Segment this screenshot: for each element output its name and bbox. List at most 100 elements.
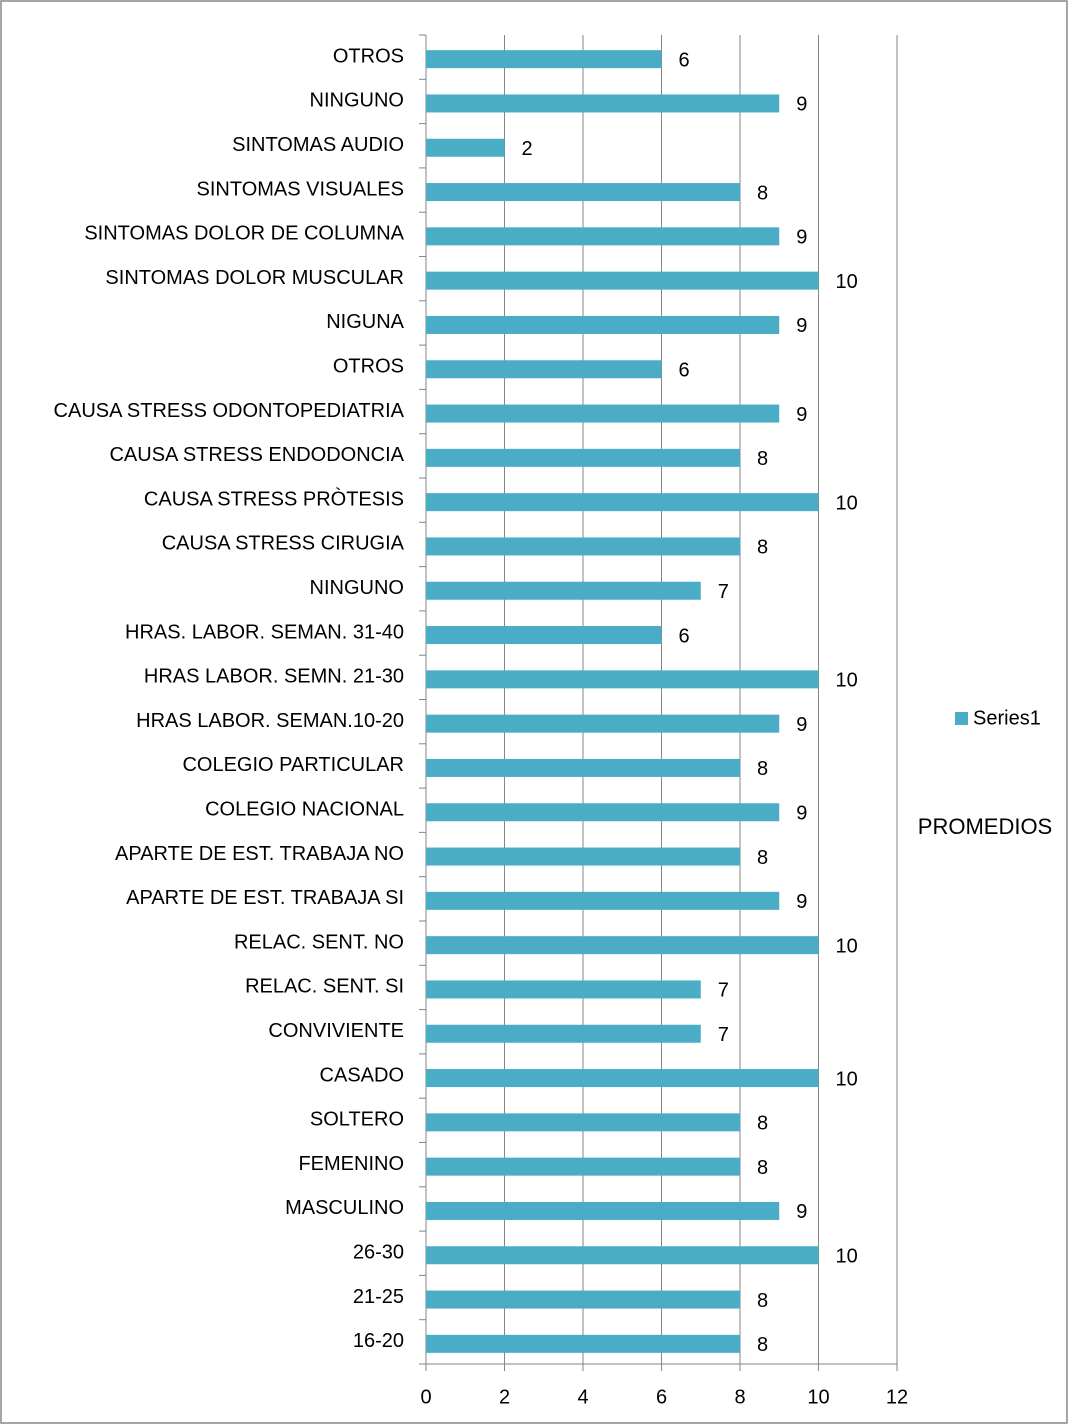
bar — [426, 581, 701, 600]
y-tick-label: 26-30 — [353, 1242, 404, 1264]
data-label: 10 — [836, 1068, 858, 1090]
data-label: 8 — [757, 182, 768, 204]
y-tick-label: SOLTERO — [310, 1109, 404, 1131]
y-tick-label: CAUSA STRESS CIRUGIA — [162, 533, 405, 555]
y-tick-label: CAUSA STRESS ODONTOPEDIATRIA — [54, 400, 405, 422]
data-label: 8 — [757, 1113, 768, 1135]
x-tick-label: 10 — [807, 1386, 829, 1408]
bar — [426, 847, 740, 866]
data-label: 9 — [796, 1201, 807, 1223]
legend-swatch — [955, 712, 968, 725]
bar — [426, 1334, 740, 1353]
data-label: 10 — [836, 271, 858, 293]
y-tick-label: SINTOMAS AUDIO — [232, 134, 404, 156]
bar — [426, 936, 819, 955]
y-tick-label: HRAS LABOR. SEMAN.10-20 — [136, 710, 404, 732]
bar — [426, 183, 740, 202]
x-tick-label: 0 — [420, 1386, 431, 1408]
y-tick-label: SINTOMAS VISUALES — [197, 178, 404, 200]
y-tick-label: RELAC. SENT. SI — [245, 976, 404, 998]
y-tick-label: CAUSA STRESS PRÒTESIS — [144, 487, 404, 510]
data-label: 7 — [718, 1024, 729, 1046]
y-tick-label: NINGUNO — [310, 90, 404, 112]
data-label: 6 — [679, 625, 690, 647]
data-label: 8 — [757, 537, 768, 559]
y-tick-label: CASADO — [320, 1064, 404, 1086]
data-label: 8 — [757, 1157, 768, 1179]
y-tick-label: OTROS — [333, 45, 404, 67]
bar — [426, 404, 780, 423]
bar — [426, 1246, 819, 1265]
data-label: 9 — [796, 803, 807, 825]
data-label: 10 — [836, 1246, 858, 1268]
data-label: 6 — [679, 49, 690, 71]
y-tick-label: HRAS LABOR. SEMN. 21-30 — [144, 666, 404, 688]
y-tick-label: 21-25 — [353, 1286, 404, 1308]
data-label: 9 — [796, 315, 807, 337]
y-tick-label: MASCULINO — [285, 1197, 404, 1219]
bar — [426, 315, 780, 334]
bar — [426, 626, 662, 645]
annotation: PROMEDIOS — [918, 814, 1052, 839]
y-tick-label: HRAS. LABOR. SEMAN. 31-40 — [125, 621, 404, 643]
data-label: 7 — [718, 581, 729, 603]
data-label: 8 — [757, 758, 768, 780]
y-tick-label: COLEGIO PARTICULAR — [182, 754, 404, 776]
y-tick-label: RELAC. SENT. NO — [234, 931, 404, 953]
data-label: 8 — [757, 847, 768, 869]
bar — [426, 271, 819, 290]
bar — [426, 94, 780, 113]
y-tick-label: COLEGIO NACIONAL — [205, 799, 404, 821]
bar — [426, 138, 505, 157]
x-tick-label: 4 — [577, 1386, 588, 1408]
y-tick-label: SINTOMAS DOLOR DE COLUMNA — [84, 223, 404, 245]
data-label: 8 — [757, 448, 768, 470]
bar — [426, 537, 740, 556]
data-label: 2 — [522, 138, 533, 160]
data-label: 9 — [796, 714, 807, 736]
y-tick-label: APARTE DE EST. TRABAJA NO — [115, 843, 404, 865]
y-tick-label: SINTOMAS DOLOR MUSCULAR — [105, 267, 404, 289]
bar — [426, 50, 662, 69]
y-tick-label: CONVIVIENTE — [268, 1020, 404, 1042]
data-label: 10 — [836, 670, 858, 692]
bar — [426, 1024, 701, 1043]
data-label: 6 — [679, 360, 690, 382]
data-label: 9 — [796, 227, 807, 249]
data-label: 10 — [836, 935, 858, 957]
bar — [426, 1157, 740, 1176]
bar — [426, 714, 780, 733]
bar — [426, 803, 780, 822]
bar — [426, 1113, 740, 1132]
data-label: 7 — [718, 980, 729, 1002]
y-tick-label: APARTE DE EST. TRABAJA SI — [126, 887, 404, 909]
data-label: 9 — [796, 404, 807, 426]
bar — [426, 1069, 819, 1088]
data-label: 9 — [796, 94, 807, 116]
y-tick-label: CAUSA STRESS ENDODONCIA — [109, 444, 404, 466]
data-label: 10 — [836, 492, 858, 514]
bar — [426, 448, 740, 467]
bar — [426, 1290, 740, 1309]
bar — [426, 758, 740, 777]
data-label: 8 — [757, 1334, 768, 1356]
data-label: 8 — [757, 1290, 768, 1312]
bar — [426, 670, 819, 689]
legend-label: Series1 — [973, 707, 1041, 729]
bar — [426, 891, 780, 910]
bar — [426, 980, 701, 999]
y-tick-label: OTROS — [333, 356, 404, 378]
y-tick-label: NINGUNO — [310, 577, 404, 599]
x-tick-label: 2 — [499, 1386, 510, 1408]
x-tick-label: 6 — [656, 1386, 667, 1408]
x-tick-label: 8 — [734, 1386, 745, 1408]
y-tick-label: 16-20 — [353, 1330, 404, 1352]
data-label: 9 — [796, 891, 807, 913]
bar — [426, 360, 662, 379]
x-tick-label: 12 — [886, 1386, 908, 1408]
bar — [426, 493, 819, 512]
bar — [426, 227, 780, 246]
bar — [426, 1201, 780, 1220]
